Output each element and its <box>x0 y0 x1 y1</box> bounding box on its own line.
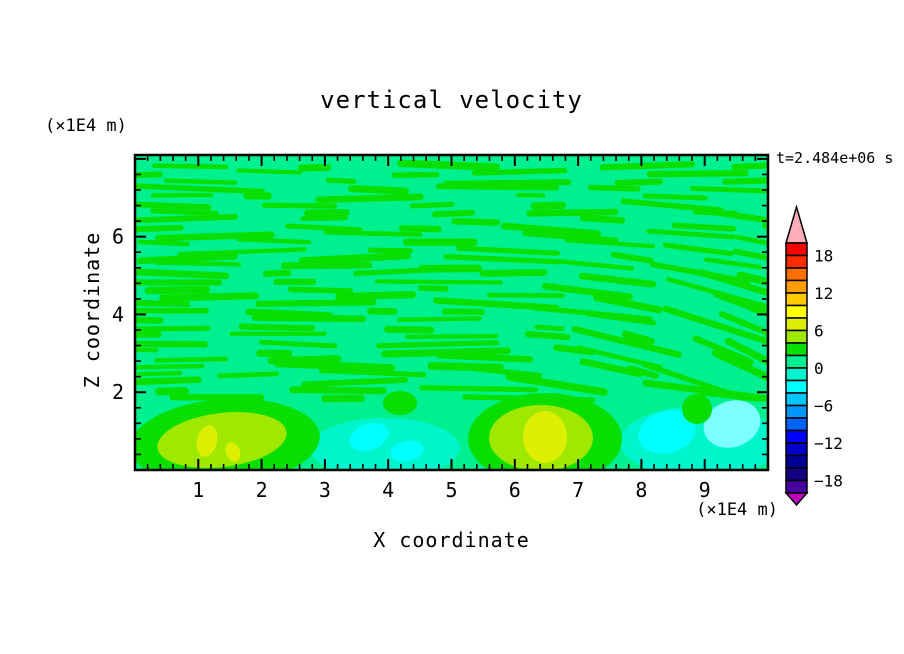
colorbar-tick-label: −12 <box>814 434 843 453</box>
x-axis-unit-label: (×1E4 m) <box>696 500 778 520</box>
updraft-plume-left-core <box>157 412 287 468</box>
colorbar-cell <box>785 379 808 394</box>
x-tick-label: 6 <box>509 478 521 502</box>
x-axis-title: X coordinate <box>373 528 530 552</box>
colorbar-under-arrow <box>784 492 809 507</box>
z-axis-unit-label: (×1E4 m) <box>45 116 127 136</box>
colorbar-cell <box>785 342 808 357</box>
colorbar-cell <box>785 279 808 294</box>
x-tick-label: 4 <box>382 478 394 502</box>
colorbar-cell <box>785 479 808 494</box>
colorbar-over-arrow <box>785 204 808 244</box>
colorbar-cell <box>785 292 808 307</box>
time-stamp-label: t=2.484e+06 s <box>776 149 894 167</box>
colorbar-cell <box>785 354 808 369</box>
contour-field <box>135 155 768 470</box>
colorbar-tick-label: 18 <box>814 247 833 266</box>
z-tick-label: 4 <box>112 302 124 326</box>
colorbar-cell <box>785 404 808 419</box>
page-title: vertical velocity <box>320 86 583 114</box>
cyan-wing-b <box>703 400 761 448</box>
downdraft-trough-left <box>310 418 460 470</box>
colorbar-cell <box>785 392 808 407</box>
z-tick-label: 6 <box>112 225 124 249</box>
descending-knob-b <box>682 394 712 424</box>
plot-border <box>133 153 770 472</box>
colorbar: 18 12 6 0 −6 −12 −18 <box>784 204 843 507</box>
x-tick-label: 2 <box>256 478 268 502</box>
z-axis-title: Z coordinate <box>80 231 104 389</box>
cyan-patch-left-a <box>349 422 389 452</box>
cyan-wing-a <box>638 410 696 454</box>
colorbar-tick-label: 0 <box>814 359 824 378</box>
colorbar-tick-label: −18 <box>814 472 843 491</box>
colorbar-cell <box>785 242 808 257</box>
colorbar-cell <box>785 429 808 444</box>
updraft-mid-center <box>523 411 567 463</box>
colorbar-cell <box>785 267 808 282</box>
z-tick-label: 2 <box>112 380 124 404</box>
colorbar-cell <box>785 417 808 432</box>
x-tick-label: 7 <box>572 478 584 502</box>
colorbar-tick-label: 6 <box>814 322 824 341</box>
tick-labels: 1 2 3 4 5 6 7 8 9 2 4 6 <box>112 225 711 502</box>
descending-knob-a <box>383 391 417 415</box>
x-tick-label: 5 <box>445 478 457 502</box>
colorbar-cell <box>785 442 808 457</box>
colorbar-cell <box>785 367 808 382</box>
updraft-left-spot-a <box>196 425 218 457</box>
x-tick-label: 8 <box>635 478 647 502</box>
cyan-patch-left-b <box>390 440 424 462</box>
colorbar-cell <box>785 329 808 344</box>
updraft-left-spot-b <box>225 442 241 462</box>
boundary-layer-features <box>135 391 768 470</box>
colorbar-cell <box>785 467 808 482</box>
colorbar-cell <box>785 304 808 319</box>
colorbar-tick-label: 12 <box>814 284 833 303</box>
colorbar-cell <box>785 454 808 469</box>
x-tick-label: 3 <box>319 478 331 502</box>
colorbar-tick-label: −6 <box>814 397 833 416</box>
x-tick-label: 9 <box>699 478 711 502</box>
colorbar-cell <box>785 254 808 269</box>
x-tick-label: 1 <box>192 478 204 502</box>
colorbar-cell <box>785 317 808 332</box>
